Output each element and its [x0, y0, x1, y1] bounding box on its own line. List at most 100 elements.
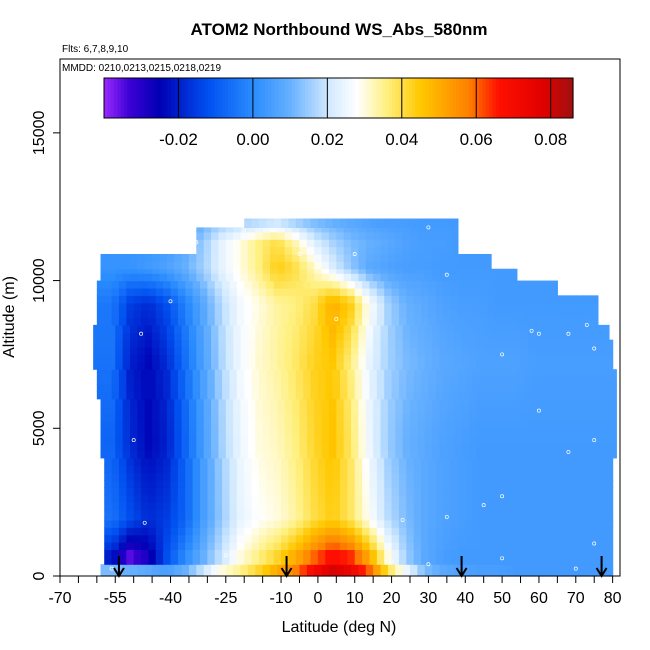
heatmap-cell: [557, 428, 566, 437]
heatmap-cell: [446, 450, 455, 459]
heatmap-cell: [398, 310, 407, 319]
heatmap-cell: [152, 420, 161, 429]
heatmap-cell: [266, 383, 275, 392]
heatmap-cell: [328, 231, 337, 240]
heatmap-cell: [494, 487, 503, 496]
heatmap-cell: [200, 376, 208, 385]
heatmap-cell: [233, 428, 242, 437]
heatmap-cell: [196, 339, 205, 348]
heatmap-cell: [590, 509, 599, 518]
heatmap-cell: [553, 494, 562, 503]
heatmap-cell: [310, 519, 319, 528]
heatmap-cell: [561, 376, 570, 385]
heatmap-cell: [115, 339, 124, 348]
heatmap-cell: [561, 516, 570, 521]
heatmap-cell: [443, 472, 452, 481]
heatmap-cell: [487, 494, 496, 503]
heatmap-cell: [542, 324, 551, 333]
colorbar-segment: [546, 78, 551, 118]
heatmap-cell: [605, 494, 614, 503]
heatmap-cell: [340, 220, 348, 228]
heatmap-cell: [454, 428, 463, 437]
heatmap-cell: [432, 273, 441, 282]
heatmap-cell: [141, 487, 150, 496]
heatmap-cell: [203, 564, 212, 570]
heatmap-cell: [461, 443, 470, 452]
heatmap-cell: [148, 542, 157, 551]
heatmap-cell: [177, 391, 186, 400]
heatmap-cell: [229, 369, 238, 378]
colorbar-segment: [569, 78, 574, 118]
heatmap-cell: [155, 542, 164, 551]
heatmap-cell: [513, 435, 522, 444]
heatmap-cell: [126, 527, 135, 536]
heatmap-cell: [325, 527, 334, 536]
heatmap-cell: [594, 406, 603, 415]
heatmap-cell: [159, 420, 168, 429]
heatmap-cell: [277, 239, 286, 248]
heatmap-cell: [314, 246, 323, 255]
heatmap-cell: [586, 568, 595, 577]
heatmap-cell: [424, 443, 433, 452]
heatmap-cell: [347, 317, 356, 326]
heatmap-cell: [568, 317, 577, 326]
heatmap-cell: [200, 317, 208, 326]
heatmap-cell: [266, 534, 275, 543]
heatmap-cell: [203, 253, 212, 262]
sample-point: [223, 553, 228, 558]
heatmap-cell: [310, 549, 319, 558]
colorbar-segment: [164, 78, 169, 118]
heatmap-cell: [509, 383, 518, 392]
heatmap-cell: [325, 479, 334, 488]
heatmap-cell: [583, 302, 592, 311]
heatmap-cell: [141, 317, 150, 326]
heatmap-cell: [398, 472, 407, 481]
heatmap-cell: [328, 253, 337, 262]
heatmap-cell: [443, 509, 452, 518]
heatmap-cell: [244, 376, 253, 385]
heatmap-cell: [579, 450, 588, 459]
colorbar-segment: [392, 78, 397, 118]
heatmap-cell: [314, 347, 323, 356]
heatmap-cell: [443, 383, 452, 392]
heatmap-cell: [608, 428, 617, 437]
heatmap-cell: [487, 542, 496, 551]
heatmap-cell: [583, 317, 592, 326]
heatmap-cell: [402, 227, 411, 233]
heatmap-cell: [406, 534, 415, 543]
heatmap-cell: [233, 413, 242, 422]
heatmap-cell: [369, 502, 378, 511]
heatmap-cell: [435, 376, 444, 385]
heatmap-cell: [454, 268, 463, 274]
heatmap-cell: [192, 287, 201, 296]
heatmap-cell: [270, 398, 278, 407]
heatmap-cell: [395, 568, 404, 577]
colorbar-segment: [157, 78, 162, 118]
heatmap-cell: [428, 502, 437, 511]
heatmap-cell: [306, 268, 315, 274]
heatmap-cell: [200, 542, 208, 551]
heatmap-cell: [354, 220, 363, 228]
heatmap-cell: [100, 564, 109, 570]
heatmap-cell: [428, 302, 437, 311]
heatmap-cell: [148, 487, 157, 496]
heatmap-cell: [520, 361, 529, 370]
heatmap-cell: [107, 347, 116, 356]
heatmap-cell: [222, 317, 231, 326]
heatmap-cell: [192, 502, 201, 511]
heatmap-cell: [332, 494, 341, 503]
heatmap-cell: [148, 280, 157, 289]
heatmap-cell: [211, 227, 220, 233]
heatmap-cell: [170, 527, 179, 536]
heatmap-cell: [321, 564, 330, 570]
heatmap-cell: [524, 287, 533, 296]
heatmap-cell: [505, 339, 514, 348]
heatmap-cell: [229, 542, 238, 551]
heatmap-cell: [303, 310, 312, 319]
heatmap-cell: [387, 246, 396, 255]
sample-point: [500, 494, 505, 499]
heatmap-cell: [332, 302, 341, 311]
heatmap-cell: [306, 339, 315, 348]
heatmap-cell: [428, 519, 437, 528]
heatmap-cell: [314, 253, 323, 262]
